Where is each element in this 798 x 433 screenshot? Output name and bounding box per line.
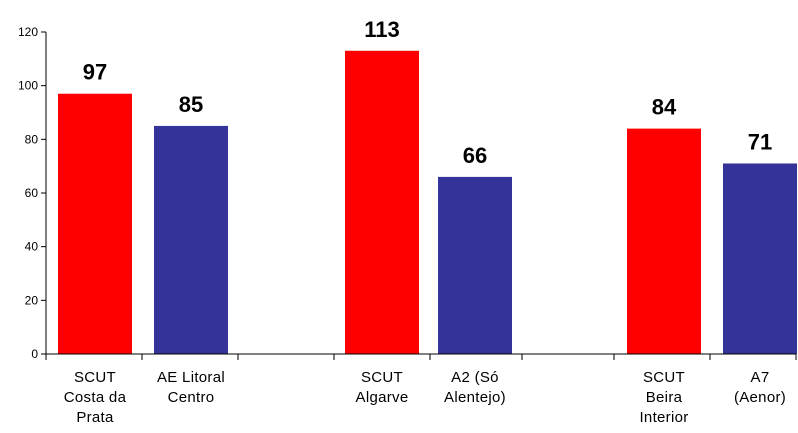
bars [58,50,797,355]
data-label: 85 [179,92,203,117]
y-tick-label: 0 [31,347,38,361]
category-label: A7 [751,369,770,386]
y-tick-label: 100 [18,79,38,93]
category-label: Centro [168,389,215,406]
data-label: 113 [364,17,400,42]
bar [438,176,512,354]
category-label: Interior [639,409,688,426]
category-label: Beira [646,389,683,406]
category-label: Costa da [64,389,127,406]
bar [723,163,797,354]
category-label: Prata [76,409,114,426]
category-label: (Aenor) [734,389,786,406]
category-label: AE Litoral [157,369,225,386]
bar [627,128,701,354]
data-label: 66 [463,143,487,168]
data-label: 84 [652,95,677,120]
data-labels: 97 85 113 66 84 71 [83,17,772,168]
category-label: A2 (Só [451,369,499,386]
y-tick-label: 60 [25,186,39,200]
data-label: 71 [748,129,772,154]
category-label: SCUT [361,369,403,386]
y-tick-label: 80 [25,132,39,146]
category-label: Alentejo) [444,389,506,406]
bar [58,93,132,354]
y-tick-label: 120 [18,25,38,39]
category-label: SCUT [643,369,685,386]
y-tick-label: 20 [25,293,39,307]
x-axis: SCUT Costa da Prata AE Litoral Centro SCUT Alg… [45,353,797,426]
bar [154,125,228,355]
data-label: 97 [83,60,107,85]
bar [345,50,419,355]
category-label: Algarve [356,389,409,406]
y-axis: 0 20 40 60 80 100 120 [18,25,47,361]
y-tick-label: 40 [25,240,39,254]
category-label: SCUT [74,369,116,386]
